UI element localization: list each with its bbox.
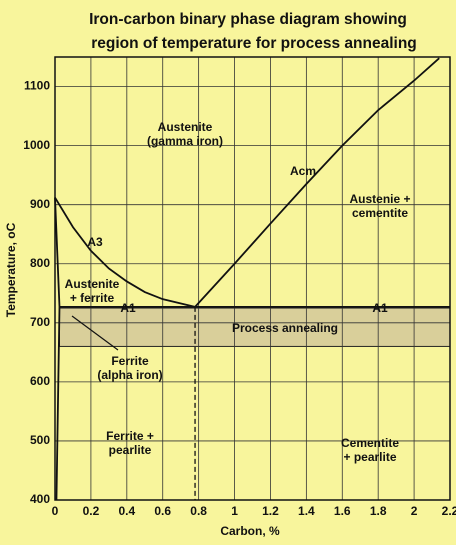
region-label: Ferrite + (106, 429, 154, 443)
phase-boundary (54, 197, 61, 501)
region-label: pearlite (109, 443, 152, 457)
y-tick-label: 900 (30, 197, 50, 211)
region-label: Cementite (341, 436, 399, 450)
x-tick-label: 1.6 (334, 504, 351, 518)
region-label: (alpha iron) (97, 368, 162, 382)
region-label: + pearlite (343, 450, 396, 464)
y-tick-label: 500 (30, 433, 50, 447)
x-tick-label: 1.2 (262, 504, 279, 518)
x-tick-label: 0 (52, 504, 59, 518)
region-label: cementite (352, 206, 408, 220)
region-label: Austenite (158, 120, 213, 134)
x-tick-label: 1 (231, 504, 238, 518)
region-label: + ferrite (70, 291, 115, 305)
x-tick-label: 1.8 (370, 504, 387, 518)
y-axis-label: Temperature, oC (4, 222, 18, 317)
curve-label: A1 (120, 301, 136, 315)
x-tick-label: 0.8 (190, 504, 207, 518)
x-tick-label: 0.4 (118, 504, 135, 518)
leader-line (71, 315, 119, 351)
phase-boundary (54, 197, 196, 308)
band-label: Process annealing (232, 321, 338, 335)
region-label: (gamma iron) (147, 134, 223, 148)
chart-title: Iron-carbon binary phase diagram showing (89, 11, 407, 28)
region-label: Ferrite (111, 354, 149, 368)
x-axis-label: Carbon, % (220, 524, 280, 538)
x-tick-label: 0.2 (83, 504, 100, 518)
x-tick-label: 2 (411, 504, 418, 518)
y-tick-label: 1100 (24, 79, 50, 93)
annealing-band (58, 307, 451, 347)
curve-label: A1 (372, 301, 388, 315)
region-label: Austenite (65, 277, 120, 291)
x-tick-label: 1.4 (298, 504, 315, 518)
y-tick-label: 400 (30, 492, 50, 506)
curve-label: Acm (290, 164, 316, 178)
x-tick-label: 0.6 (154, 504, 171, 518)
y-tick-label: 700 (30, 315, 50, 329)
plot-frame (54, 56, 451, 501)
chart-title: region of temperature for process anneal… (91, 35, 417, 52)
y-tick-label: 600 (30, 374, 50, 388)
x-tick-label: 2.2 (442, 504, 456, 518)
phase-boundary (194, 57, 440, 308)
y-tick-label: 800 (30, 256, 50, 270)
y-tick-label: 1000 (23, 138, 50, 152)
region-label: Austenie + (349, 192, 410, 206)
curve-label: A3 (87, 235, 103, 249)
